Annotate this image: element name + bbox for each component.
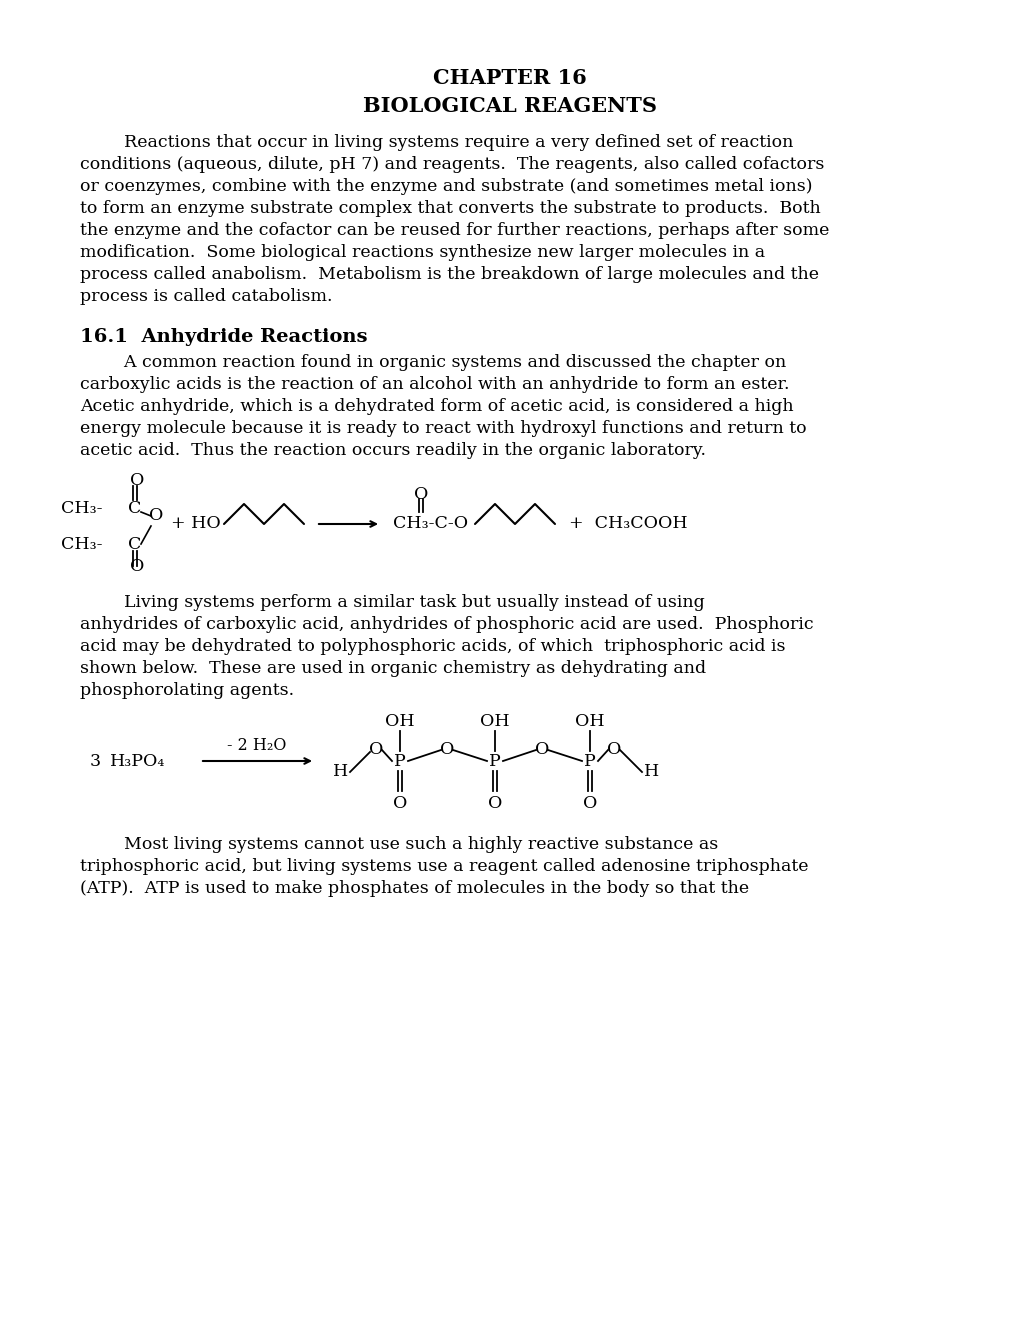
Text: O: O bbox=[606, 742, 621, 759]
Text: triphosphoric acid, but living systems use a reagent called adenosine triphospha: triphosphoric acid, but living systems u… bbox=[79, 858, 808, 875]
Text: C: C bbox=[128, 536, 142, 553]
Text: process called anabolism.  Metabolism is the breakdown of large molecules and th: process called anabolism. Metabolism is … bbox=[79, 267, 818, 282]
Text: shown below.  These are used in organic chemistry as dehydrating and: shown below. These are used in organic c… bbox=[79, 660, 705, 677]
Text: CHAPTER 16: CHAPTER 16 bbox=[433, 69, 586, 88]
Text: 16.1  Anhydride Reactions: 16.1 Anhydride Reactions bbox=[79, 327, 367, 346]
Text: BIOLOGICAL REAGENTS: BIOLOGICAL REAGENTS bbox=[363, 96, 656, 116]
Text: O: O bbox=[439, 742, 453, 759]
Text: + HO: + HO bbox=[171, 516, 220, 532]
Text: Acetic anhydride, which is a dehydrated form of acetic acid, is considered a hig: Acetic anhydride, which is a dehydrated … bbox=[79, 399, 793, 414]
Text: O: O bbox=[129, 473, 144, 488]
Text: or coenzymes, combine with the enzyme and substrate (and sometimes metal ions): or coenzymes, combine with the enzyme an… bbox=[79, 178, 812, 195]
Text: Reactions that occur in living systems require a very defined set of reaction: Reactions that occur in living systems r… bbox=[79, 135, 793, 150]
Text: H: H bbox=[643, 763, 658, 780]
Text: OH: OH bbox=[385, 713, 415, 730]
Text: OH: OH bbox=[575, 713, 604, 730]
Text: O: O bbox=[129, 558, 144, 576]
Text: CH₃-: CH₃- bbox=[61, 500, 103, 517]
Text: Most living systems cannot use such a highly reactive substance as: Most living systems cannot use such a hi… bbox=[79, 836, 717, 853]
Text: Living systems perform a similar task but usually instead of using: Living systems perform a similar task bu… bbox=[79, 594, 704, 611]
Text: acetic acid.  Thus the reaction occurs readily in the organic laboratory.: acetic acid. Thus the reaction occurs re… bbox=[79, 442, 705, 459]
Text: (ATP).  ATP is used to make phosphates of molecules in the body so that the: (ATP). ATP is used to make phosphates of… bbox=[79, 880, 748, 898]
Text: O: O bbox=[414, 486, 428, 503]
Text: P: P bbox=[393, 752, 406, 770]
Text: C: C bbox=[128, 500, 142, 517]
Text: anhydrides of carboxylic acid, anhydrides of phosphoric acid are used.  Phosphor: anhydrides of carboxylic acid, anhydride… bbox=[79, 616, 813, 634]
Text: acid may be dehydrated to polyphosphoric acids, of which  triphosphoric acid is: acid may be dehydrated to polyphosphoric… bbox=[79, 638, 785, 655]
Text: the enzyme and the cofactor can be reused for further reactions, perhaps after s: the enzyme and the cofactor can be reuse… bbox=[79, 222, 828, 239]
Text: conditions (aqueous, dilute, pH 7) and reagents.  The reagents, also called cofa: conditions (aqueous, dilute, pH 7) and r… bbox=[79, 156, 823, 173]
Text: +  CH₃COOH: + CH₃COOH bbox=[569, 516, 687, 532]
Text: to form an enzyme substrate complex that converts the substrate to products.  Bo: to form an enzyme substrate complex that… bbox=[79, 201, 820, 216]
Text: P: P bbox=[489, 752, 500, 770]
Text: O: O bbox=[369, 742, 383, 759]
Text: energy molecule because it is ready to react with hydroxyl functions and return : energy molecule because it is ready to r… bbox=[79, 420, 806, 437]
Text: O: O bbox=[487, 795, 501, 812]
Text: CH₃-: CH₃- bbox=[61, 536, 103, 553]
Text: A common reaction found in organic systems and discussed the chapter on: A common reaction found in organic syste… bbox=[79, 354, 786, 371]
Text: modification.  Some biological reactions synthesize new larger molecules in a: modification. Some biological reactions … bbox=[79, 244, 764, 261]
Text: 3: 3 bbox=[90, 752, 101, 770]
Text: - 2 H₂O: - 2 H₂O bbox=[227, 737, 286, 754]
Text: O: O bbox=[582, 795, 596, 812]
Text: process is called catabolism.: process is called catabolism. bbox=[79, 288, 332, 305]
Text: O: O bbox=[534, 742, 548, 759]
Text: phosphorolating agents.: phosphorolating agents. bbox=[79, 682, 293, 700]
Text: H: H bbox=[332, 763, 347, 780]
Text: P: P bbox=[584, 752, 595, 770]
Text: OH: OH bbox=[480, 713, 510, 730]
Text: O: O bbox=[392, 795, 407, 812]
Text: carboxylic acids is the reaction of an alcohol with an anhydride to form an este: carboxylic acids is the reaction of an a… bbox=[79, 376, 789, 393]
Text: O: O bbox=[149, 507, 163, 524]
Text: H₃PO₄: H₃PO₄ bbox=[110, 752, 165, 770]
Text: CH₃-C-O: CH₃-C-O bbox=[392, 516, 468, 532]
